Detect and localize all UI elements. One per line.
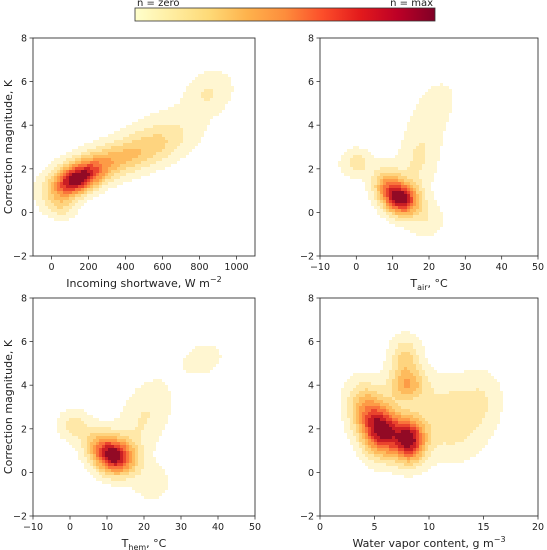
x-tick-label: 0 [317,522,323,533]
y-tick-label: 6 [308,337,314,348]
plot-frame [32,37,256,257]
x-tick-label: 800 [190,262,208,273]
x-tick-label: 0 [67,522,73,533]
y-tick-label: 2 [21,164,27,175]
x-axis-label: Them, °C [121,537,167,550]
x-tick-label: 40 [212,522,224,533]
y-tick-label: −2 [13,512,27,523]
y-tick-label: 8 [308,34,314,45]
x-tick-label: 40 [496,262,508,273]
x-tick-label: 10 [387,262,399,273]
y-tick-label: 6 [308,77,314,88]
x-axis-label: Tair, °C [409,277,448,292]
x-tick-label: 10 [423,522,435,533]
x-tick-label: 20 [138,522,150,533]
x-tick-label: 50 [249,522,261,533]
y-tick-label: 0 [308,468,314,479]
x-axis-label: Water vapor content, g m−3 [352,535,505,550]
y-tick-label: 4 [21,121,27,132]
y-tick-label: 8 [308,294,314,305]
y-tick-label: 6 [21,77,27,88]
x-tick-label: 400 [116,262,134,273]
x-tick-label: 200 [79,262,97,273]
density-field [338,83,452,236]
y-tick-label: 8 [21,34,27,45]
x-tick-label: −10 [23,522,43,533]
y-tick-label: 0 [21,208,27,219]
y-tick-label: 0 [21,468,27,479]
y-tick-label: 6 [21,337,27,348]
density-level-9 [374,418,416,448]
x-tick-label: 5 [371,522,377,533]
x-tick-label: 10 [101,522,113,533]
y-tick-label: 4 [21,381,27,392]
y-tick-label: −2 [300,252,314,263]
y-tick-label: 4 [308,381,314,392]
panel-3: −10 0 10 20 30 40 50 −2 0 2 4 6 8 Them, °C Correction … [2,294,261,550]
panel-2: −10 0 10 20 30 40 50 −2 0 2 4 6 8 Tair, °C [300,34,544,293]
colorbar-label-max: n = max [390,0,433,9]
colorbar: n = zero n = max [134,0,436,22]
panel-1: 0 200 400 600 800 1000 −2 0 2 4 6 8 Incoming shortwa… [2,34,256,290]
y-tick-label: −2 [300,512,314,523]
x-tick-label: 20 [532,522,544,533]
x-tick-label: 50 [532,262,544,273]
y-tick-label: 2 [308,164,314,175]
y-axis-label: Correction magnitude, K [2,79,15,214]
x-tick-label: 20 [423,262,435,273]
x-tick-label: 1000 [224,262,248,273]
x-tick-label: 600 [153,262,171,273]
y-tick-label: 2 [21,424,27,435]
x-tick-label: −10 [310,262,330,273]
x-tick-label: 0 [353,262,359,273]
y-tick-label: 2 [308,424,314,435]
density-field [33,71,234,221]
x-tick-label: 0 [48,262,54,273]
y-tick-label: 8 [21,294,27,305]
y-axis-label: Correction magnitude, K [2,339,15,474]
density-field [341,331,503,478]
density-level-9 [69,170,90,185]
y-tick-label: 0 [308,208,314,219]
x-tick-label: 15 [477,522,489,533]
colorbar-bar [134,7,436,22]
density-level-9 [392,191,407,203]
x-axis-label: Incoming shortwave, W m−2 [66,275,221,290]
colorbar-label-min: n = zero [137,0,180,9]
density-level-9 [105,448,120,463]
y-tick-label: 4 [308,121,314,132]
density-field [57,346,222,499]
y-tick-label: −2 [13,252,27,263]
x-tick-label: 30 [459,262,471,273]
x-tick-label: 30 [175,522,187,533]
